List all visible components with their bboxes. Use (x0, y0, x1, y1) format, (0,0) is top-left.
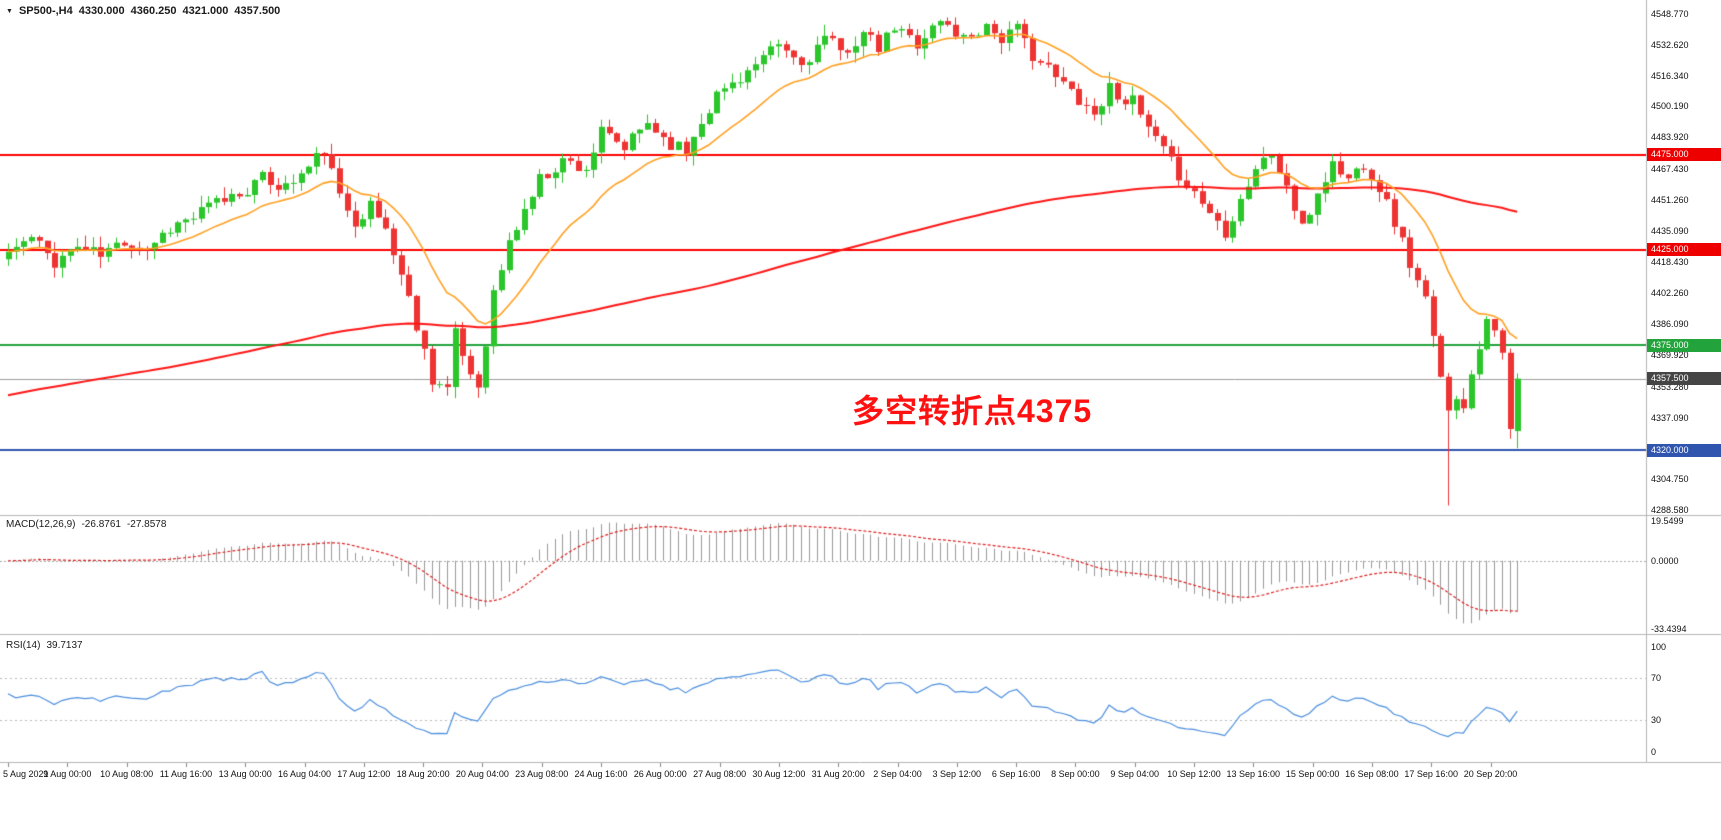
chart-title: ▼ SP500-,H4 4330.000 4360.250 4321.000 4… (6, 5, 280, 17)
price-axis[interactable] (1647, 0, 1721, 763)
macd-main-value: -26.8761 (81, 519, 121, 530)
rsi-name: RSI(14) (6, 640, 41, 651)
triangle-down-icon: ▼ (6, 8, 13, 15)
rsi-indicator-label: RSI(14) 39.7137 (6, 640, 83, 651)
macd-signal-value: -27.8578 (126, 519, 167, 530)
ohlc-open: 4330.000 (78, 5, 125, 17)
ohlc-low: 4321.000 (182, 5, 229, 17)
annotation-text: 多空转折点4375 (852, 393, 1093, 429)
ohlc-close: 4357.500 (234, 5, 281, 17)
macd-name: MACD(12,26,9) (6, 519, 76, 530)
rsi-value: 39.7137 (46, 640, 83, 651)
macd-indicator-label: MACD(12,26,9) -26.8761 -27.8578 (6, 519, 166, 530)
symbol-period: SP500-,H4 (18, 5, 73, 17)
ohlc-high: 4360.250 (130, 5, 177, 17)
time-axis[interactable] (0, 763, 1721, 840)
